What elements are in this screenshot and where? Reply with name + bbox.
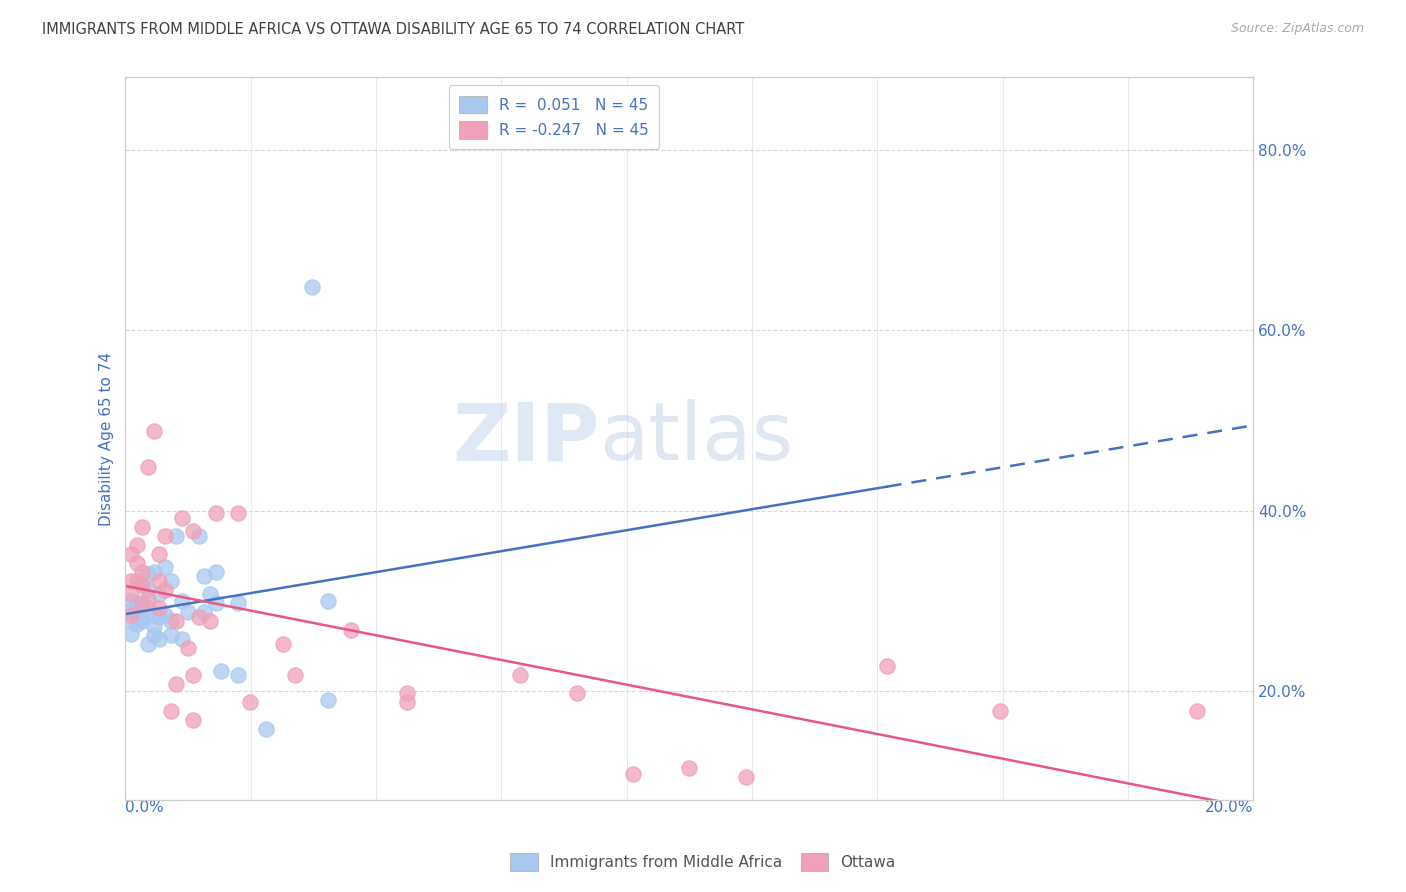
Point — [204, 596, 226, 610]
Point — [120, 603, 142, 617]
Point — [142, 424, 165, 438]
Point — [198, 587, 221, 601]
Point — [148, 601, 170, 615]
Point — [148, 587, 170, 601]
Point — [136, 592, 159, 607]
Point — [120, 627, 142, 641]
Point — [136, 637, 159, 651]
Point — [120, 594, 142, 608]
Point — [396, 695, 419, 709]
Point — [734, 770, 756, 784]
Point — [876, 659, 898, 673]
Point — [120, 574, 142, 588]
Point — [153, 559, 176, 574]
Point — [153, 607, 176, 622]
Point — [165, 529, 187, 543]
Point — [273, 637, 295, 651]
Point — [187, 529, 209, 543]
Point — [238, 695, 260, 709]
Point — [565, 686, 588, 700]
Point — [159, 704, 181, 718]
Point — [318, 594, 340, 608]
Point — [142, 607, 165, 622]
Point — [176, 605, 198, 619]
Point — [181, 668, 204, 682]
Point — [120, 587, 142, 601]
Point — [125, 610, 148, 624]
Point — [204, 506, 226, 520]
Text: Source: ZipAtlas.com: Source: ZipAtlas.com — [1230, 22, 1364, 36]
Text: atlas: atlas — [599, 400, 793, 477]
Point — [136, 460, 159, 475]
Point — [301, 280, 323, 294]
Point — [120, 607, 142, 622]
Point — [318, 693, 340, 707]
Point — [170, 511, 193, 525]
Legend: R =  0.051   N = 45, R = -0.247   N = 45: R = 0.051 N = 45, R = -0.247 N = 45 — [449, 85, 659, 149]
Point — [142, 565, 165, 579]
Point — [621, 767, 644, 781]
Point — [187, 610, 209, 624]
Point — [204, 565, 226, 579]
Point — [120, 614, 142, 628]
Text: IMMIGRANTS FROM MIDDLE AFRICA VS OTTAWA DISABILITY AGE 65 TO 74 CORRELATION CHAR: IMMIGRANTS FROM MIDDLE AFRICA VS OTTAWA … — [42, 22, 744, 37]
Point — [226, 596, 249, 610]
Point — [142, 628, 165, 642]
Point — [131, 596, 153, 610]
Point — [181, 524, 204, 538]
Point — [125, 538, 148, 552]
Point — [396, 686, 419, 700]
Point — [284, 668, 307, 682]
Point — [340, 623, 363, 637]
Point — [176, 640, 198, 655]
Point — [131, 599, 153, 613]
Legend: Immigrants from Middle Africa, Ottawa: Immigrants from Middle Africa, Ottawa — [501, 844, 905, 880]
Point — [193, 605, 215, 619]
Point — [125, 574, 148, 588]
Text: 0.0%: 0.0% — [125, 799, 165, 814]
Point — [125, 596, 148, 610]
Point — [153, 529, 176, 543]
Point — [125, 605, 148, 619]
Point — [131, 610, 153, 624]
Point — [131, 565, 153, 579]
Point — [148, 547, 170, 561]
Y-axis label: Disability Age 65 to 74: Disability Age 65 to 74 — [100, 351, 114, 525]
Text: 20.0%: 20.0% — [1205, 799, 1253, 814]
Point — [136, 601, 159, 615]
Point — [125, 616, 148, 631]
Point — [678, 761, 700, 775]
Point — [136, 566, 159, 581]
Point — [148, 632, 170, 646]
Point — [209, 665, 232, 679]
Point — [120, 547, 142, 561]
Point — [256, 722, 278, 736]
Point — [198, 614, 221, 628]
Point — [131, 520, 153, 534]
Point — [142, 619, 165, 633]
Point — [131, 578, 153, 592]
Point — [148, 574, 170, 588]
Point — [165, 677, 187, 691]
Point — [226, 506, 249, 520]
Point — [226, 668, 249, 682]
Point — [1185, 704, 1208, 718]
Point — [170, 632, 193, 646]
Point — [136, 583, 159, 598]
Point — [125, 556, 148, 570]
Point — [165, 614, 187, 628]
Point — [131, 578, 153, 592]
Point — [193, 568, 215, 582]
Point — [159, 574, 181, 588]
Text: ZIP: ZIP — [451, 400, 599, 477]
Point — [159, 628, 181, 642]
Point — [153, 583, 176, 598]
Point — [131, 614, 153, 628]
Point — [181, 713, 204, 727]
Point — [509, 668, 531, 682]
Point — [170, 594, 193, 608]
Point — [159, 614, 181, 628]
Point — [148, 610, 170, 624]
Point — [988, 704, 1011, 718]
